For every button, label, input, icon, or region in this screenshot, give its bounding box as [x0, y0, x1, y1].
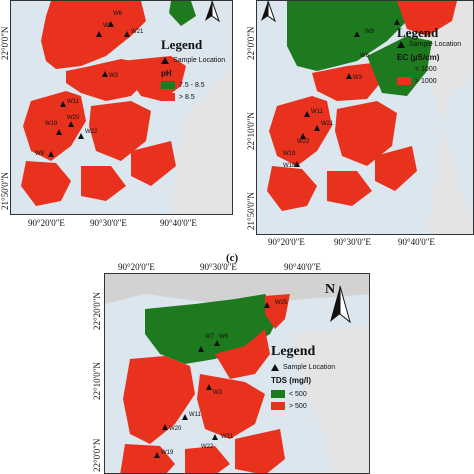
lon-tick: 90°40'0"E: [160, 218, 197, 228]
legend-param-label: TDS (mg/l): [271, 376, 311, 385]
lon-tick: 90°20'0"E: [268, 237, 305, 247]
well-label: W8: [35, 151, 44, 157]
well-label: W3: [213, 390, 222, 396]
legend-class-label: > 500: [289, 402, 307, 410]
tds-map-canvas: [105, 274, 369, 473]
north-arrow-icon: [330, 285, 351, 324]
lon-tick: 90°30'0"E: [200, 262, 237, 272]
legend-class-label: < 1000: [415, 65, 437, 73]
well-label: W18: [283, 163, 296, 169]
well-label: W6: [360, 53, 369, 59]
lat-tick: 22°0'0"N: [0, 26, 10, 60]
well-label: W21: [221, 434, 234, 440]
lat-tick: 22°0'0"N: [246, 26, 256, 60]
legend-swatch-high: [161, 93, 175, 101]
well-label: W11: [189, 412, 201, 418]
well-label: W22: [85, 129, 98, 135]
legend-sample-row: Sample Location: [397, 41, 461, 48]
legend-swatch-high: [397, 77, 411, 85]
legend-title: Legend: [161, 37, 203, 52]
ph-map-canvas: [11, 1, 232, 214]
well-label: W9: [103, 23, 112, 29]
north-arrow-icon: [205, 1, 220, 23]
well-label: W25: [275, 300, 288, 306]
legend-class-row: > 8.5: [161, 93, 195, 101]
legend-sample-row: Sample Location: [271, 364, 335, 371]
legend-class-row: > 1000: [397, 77, 437, 85]
lon-tick: 90°30'0"E: [90, 218, 127, 228]
well-label: W20: [67, 115, 80, 121]
well-label: W11: [311, 109, 323, 115]
lon-tick: 90°40'0"E: [284, 262, 321, 272]
lon-tick: 90°40'0"E: [398, 237, 435, 247]
legend-class-row: < 1000: [397, 65, 437, 73]
well-label: W3: [353, 75, 362, 81]
triangle-icon: [161, 57, 169, 64]
legend-swatch-low: [397, 65, 411, 73]
legend-class-label: > 8.5: [179, 93, 195, 101]
lon-tick: 90°20'0"E: [118, 262, 155, 272]
well-label: W6: [113, 11, 122, 17]
map-panel-ec: W6 W3 W11 W21 W22 W19 W18 W9 Legend Samp…: [256, 0, 474, 235]
legend-class-row: 7.5 - 8.5: [161, 81, 205, 89]
legend-class-row: < 500: [271, 390, 307, 398]
well-label: W7: [205, 334, 214, 340]
lat-tick: 22°10'0"N: [246, 112, 256, 150]
map-panel-ph: W9 W6 W21 W3 W11 W19 W20 W22 W8 Legend S…: [10, 0, 233, 215]
legend-sample-row: Sample Location: [161, 57, 225, 64]
well-label: W9: [365, 29, 374, 35]
well-label: W20: [169, 426, 182, 432]
legend-class-label: 7.5 - 8.5: [179, 81, 205, 89]
lon-tick: 90°20'0"E: [28, 218, 65, 228]
well-label: W6: [219, 334, 228, 340]
well-label: W3: [109, 73, 118, 79]
lon-tick: 90°30'0"E: [334, 237, 371, 247]
well-label: W21: [321, 121, 334, 127]
panel-label-c: (c): [226, 252, 239, 264]
legend-swatch-high: [271, 402, 285, 410]
legend-class-label: < 500: [289, 390, 307, 398]
well-label: W19: [45, 121, 58, 127]
map-panel-tds: W25 W7 W6 W3 W11 W21 W22 W19 W20 N Legen…: [104, 273, 370, 474]
legend-swatch-low: [161, 81, 175, 89]
triangle-icon: [271, 364, 279, 371]
lat-tick: 21°50'0"N: [0, 172, 10, 210]
legend-param-label: pH: [161, 69, 172, 78]
lat-tick: 22°10'0"N: [92, 362, 102, 400]
legend-sample-label: Sample Location: [283, 364, 336, 371]
legend-title: Legend: [271, 344, 316, 359]
north-arrow-icon: [261, 1, 276, 23]
well-label: W19: [283, 151, 296, 157]
well-label: W11: [67, 99, 79, 105]
well-label: W22: [201, 444, 214, 450]
ec-map-canvas: [257, 1, 473, 234]
well-label: W21: [131, 29, 144, 35]
legend-class-label: > 1000: [415, 77, 437, 85]
triangle-icon: [397, 41, 405, 48]
lat-tick: 21°50'0"N: [246, 192, 256, 230]
north-label: N: [325, 282, 336, 297]
well-label: W22: [297, 139, 310, 145]
legend-title: Legend: [397, 25, 439, 40]
lat-tick: 22°0'0"N: [92, 438, 102, 472]
legend-swatch-low: [271, 390, 285, 398]
legend-class-row: > 500: [271, 402, 307, 410]
well-label: W19: [161, 450, 174, 456]
legend-sample-label: Sample Location: [409, 41, 462, 48]
lat-tick: 22°20'0"N: [92, 292, 102, 330]
legend-param-label: EC (µS/cm): [397, 53, 440, 62]
legend-sample-label: Sample Location: [173, 57, 226, 64]
